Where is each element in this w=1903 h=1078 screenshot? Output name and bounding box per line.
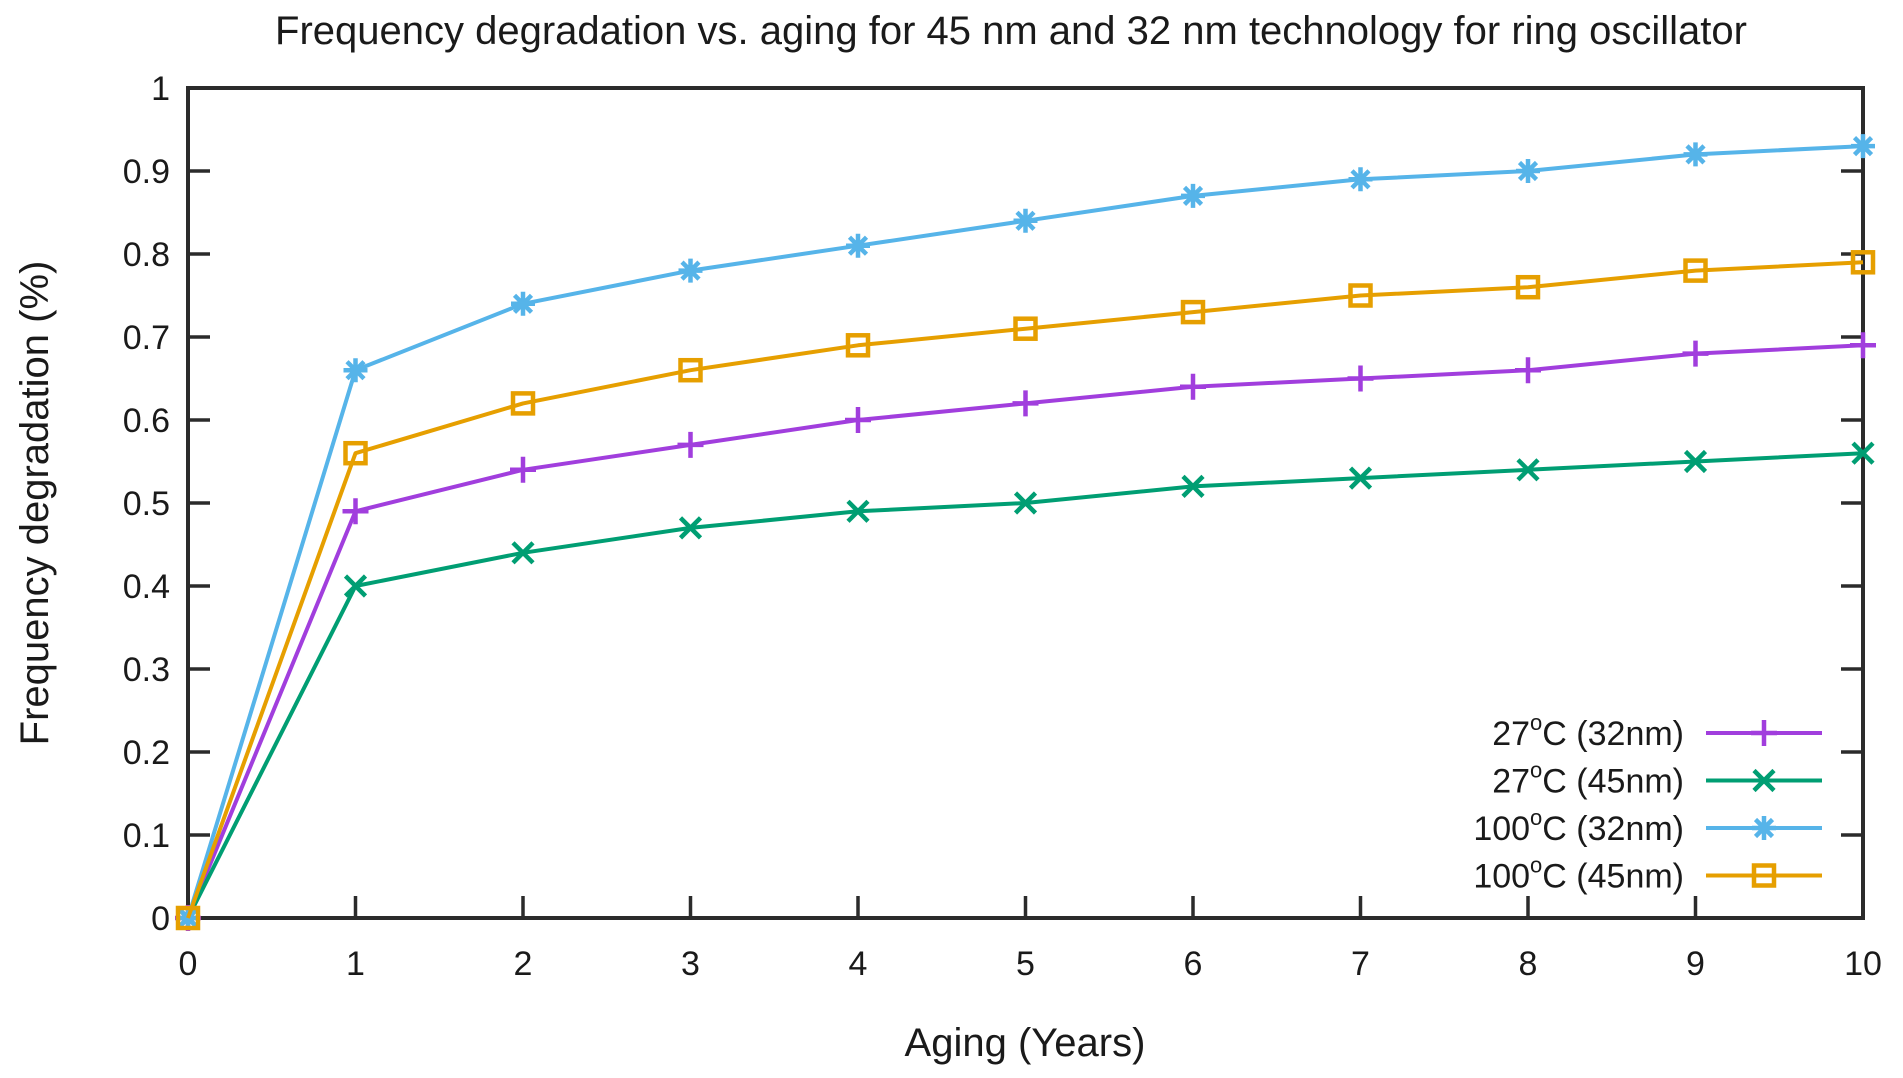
axis-ticks: 00.10.20.30.40.50.60.70.80.910 1 2 3 4 5 6 7 8 9 1… (123, 70, 1882, 983)
legend-entry-label: 27oC (32nm) (1492, 710, 1684, 753)
chart-legend: 27oC (32nm) 27oC (45nm)100oC (32nm) 100oC … (1473, 710, 1822, 896)
x-tick-label: 10 (1844, 945, 1882, 983)
marker-asterisk (846, 233, 870, 258)
y-tick-label: 0.3 (123, 651, 170, 689)
marker-plus (1515, 357, 1541, 384)
y-tick-label: 0.7 (123, 319, 170, 357)
marker-cross (1516, 458, 1540, 482)
y-tick-label: 0 (151, 900, 170, 938)
marker-square (175, 905, 201, 931)
marker-asterisk (1516, 159, 1540, 183)
marker-cross (1013, 491, 1038, 515)
marker-plus (677, 431, 704, 458)
marker-asterisk (1683, 142, 1708, 167)
x-tick-label: 7 (1351, 945, 1370, 983)
marker-cross (1752, 768, 1776, 793)
legend-entry: 27oC (45nm) (1492, 758, 1822, 801)
marker-cross (1348, 466, 1373, 490)
x-tick-label: 5 (1016, 945, 1035, 983)
legend-entry: 100oC (32nm) (1473, 805, 1822, 848)
marker-plus (1751, 720, 1777, 746)
x-tick-label: 8 (1519, 945, 1538, 983)
x-axis-label: Aging (Years) (905, 1021, 1146, 1065)
marker-asterisk (678, 258, 703, 283)
series-plus (175, 332, 1876, 931)
marker-square (1683, 258, 1708, 283)
marker-cross (343, 574, 368, 598)
marker-square (1850, 250, 1876, 275)
marker-plus (510, 456, 536, 483)
marker-asterisk (1013, 208, 1038, 233)
marker-plus (342, 498, 369, 525)
x-tick-label: 1 (346, 945, 365, 983)
marker-cross (1683, 449, 1708, 474)
x-tick-label: 3 (681, 945, 700, 983)
marker-plus (1682, 340, 1709, 367)
marker-square (343, 440, 368, 466)
legend-entry-label: 100oC (45nm) (1473, 853, 1684, 896)
marker-asterisk (343, 358, 368, 383)
marker-cross (846, 499, 870, 523)
chart-title: Frequency degradation vs. aging for 45 n… (275, 9, 1747, 53)
legend-entry-label: 100oC (32nm) (1473, 805, 1684, 848)
legend-entry-label: 27oC (45nm) (1492, 758, 1684, 801)
marker-cross (1181, 474, 1205, 498)
marker-square (1180, 299, 1206, 325)
marker-square (1751, 863, 1777, 888)
marker-plus (1012, 390, 1039, 417)
marker-square (1348, 283, 1373, 308)
x-tick-label: 0 (179, 945, 198, 983)
legend-entry: 100oC (45nm) (1473, 853, 1822, 896)
marker-square (845, 333, 871, 358)
x-tick-label: 6 (1184, 945, 1203, 983)
series-line (186, 260, 1864, 919)
series-cross (176, 441, 1875, 930)
y-tick-label: 0.6 (123, 402, 170, 440)
y-tick-label: 0.8 (123, 236, 170, 274)
marker-asterisk (1752, 816, 1776, 840)
y-axis-label: Frequency degradation (%) (13, 261, 57, 746)
series-square (175, 250, 1876, 931)
marker-plus (1347, 365, 1374, 392)
marker-plus (845, 407, 871, 433)
marker-square (1013, 316, 1038, 341)
marker-cross (511, 541, 535, 565)
x-tick-label: 2 (514, 945, 533, 983)
series-line (186, 144, 1864, 919)
marker-asterisk (1851, 134, 1875, 159)
y-tick-label: 0.5 (123, 485, 170, 523)
y-tick-label: 1 (151, 70, 170, 108)
x-tick-label: 4 (849, 945, 868, 983)
marker-cross (1851, 441, 1875, 465)
marker-cross (678, 516, 703, 540)
marker-asterisk (1181, 183, 1205, 208)
marker-square (510, 391, 536, 416)
marker-plus (1850, 332, 1876, 359)
data-series (175, 134, 1876, 931)
series-line (186, 451, 1864, 919)
x-tick-label: 9 (1686, 945, 1705, 983)
marker-plus (1180, 373, 1206, 400)
y-tick-label: 0.2 (123, 734, 170, 772)
y-tick-label: 0.4 (123, 568, 170, 606)
marker-asterisk (511, 291, 535, 316)
marker-square (1515, 274, 1541, 300)
marker-asterisk (1348, 167, 1373, 192)
y-tick-label: 0.1 (123, 817, 170, 855)
marker-square (678, 357, 703, 383)
y-tick-label: 0.9 (123, 153, 170, 191)
legend-entry: 27oC (32nm) (1492, 710, 1822, 753)
